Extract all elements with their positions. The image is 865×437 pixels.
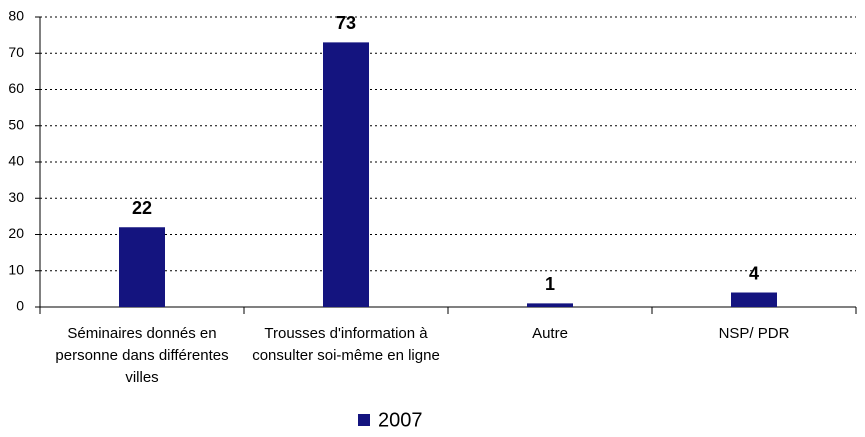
y-tick-label: 60 [8, 80, 24, 96]
value-label: 73 [336, 13, 356, 33]
y-tick-label: 10 [8, 261, 24, 277]
value-label: 4 [749, 263, 759, 283]
y-tick-label: 20 [8, 225, 24, 241]
x-tick-label: Autre [532, 325, 568, 342]
bar [731, 292, 777, 307]
bar [527, 303, 573, 307]
y-tick-label: 40 [8, 153, 24, 169]
x-tick-label: Séminaires donnés en personne dans diffé… [55, 325, 229, 386]
y-tick-label: 70 [8, 44, 24, 60]
legend-swatch [358, 414, 370, 426]
x-tick-label: NSP/ PDR [718, 325, 790, 342]
y-tick-label: 30 [8, 189, 24, 205]
bar [323, 42, 369, 307]
y-tick-label: 0 [16, 298, 24, 314]
value-label: 1 [545, 274, 555, 294]
bar [119, 227, 165, 307]
legend-label: 2007 [378, 409, 423, 431]
y-tick-label: 50 [8, 116, 24, 132]
value-label: 22 [132, 198, 152, 218]
x-tick-label: Trousses d'information à consulter soi-m… [252, 325, 440, 364]
y-tick-label: 80 [8, 8, 24, 24]
